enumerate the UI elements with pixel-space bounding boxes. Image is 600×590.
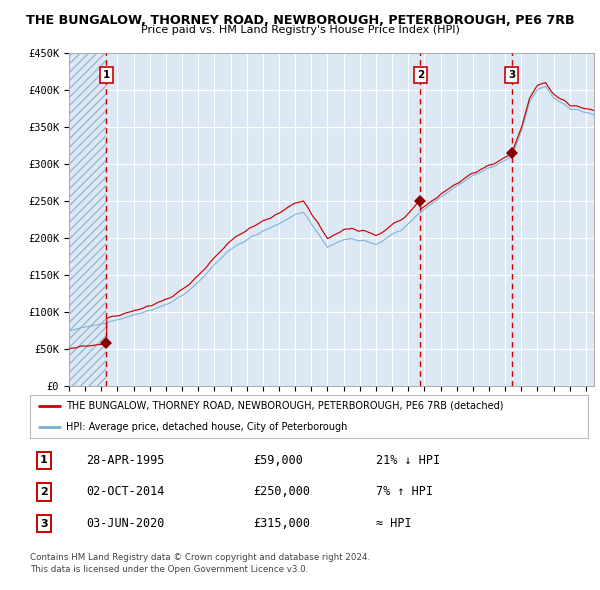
- Text: 2: 2: [40, 487, 48, 497]
- Text: HPI: Average price, detached house, City of Peterborough: HPI: Average price, detached house, City…: [66, 422, 347, 432]
- Bar: [69, 53, 106, 386]
- Text: 21% ↓ HPI: 21% ↓ HPI: [376, 454, 440, 467]
- Text: 02-OCT-2014: 02-OCT-2014: [86, 486, 164, 499]
- Text: THE BUNGALOW, THORNEY ROAD, NEWBOROUGH, PETERBOROUGH, PE6 7RB: THE BUNGALOW, THORNEY ROAD, NEWBOROUGH, …: [26, 14, 574, 27]
- Text: Price paid vs. HM Land Registry's House Price Index (HPI): Price paid vs. HM Land Registry's House …: [140, 25, 460, 35]
- Text: £250,000: £250,000: [253, 486, 310, 499]
- Text: Contains HM Land Registry data © Crown copyright and database right 2024.: Contains HM Land Registry data © Crown c…: [30, 553, 370, 562]
- Text: 1: 1: [103, 70, 110, 80]
- Text: 2: 2: [417, 70, 424, 80]
- Text: THE BUNGALOW, THORNEY ROAD, NEWBOROUGH, PETERBOROUGH, PE6 7RB (detached): THE BUNGALOW, THORNEY ROAD, NEWBOROUGH, …: [66, 401, 504, 411]
- Text: 1: 1: [40, 455, 48, 466]
- Text: £59,000: £59,000: [253, 454, 303, 467]
- Text: £315,000: £315,000: [253, 517, 310, 530]
- Text: This data is licensed under the Open Government Licence v3.0.: This data is licensed under the Open Gov…: [30, 565, 308, 574]
- Text: 3: 3: [508, 70, 515, 80]
- Text: 7% ↑ HPI: 7% ↑ HPI: [376, 486, 433, 499]
- Text: 03-JUN-2020: 03-JUN-2020: [86, 517, 164, 530]
- Text: ≈ HPI: ≈ HPI: [376, 517, 412, 530]
- Text: 3: 3: [40, 519, 48, 529]
- Text: 28-APR-1995: 28-APR-1995: [86, 454, 164, 467]
